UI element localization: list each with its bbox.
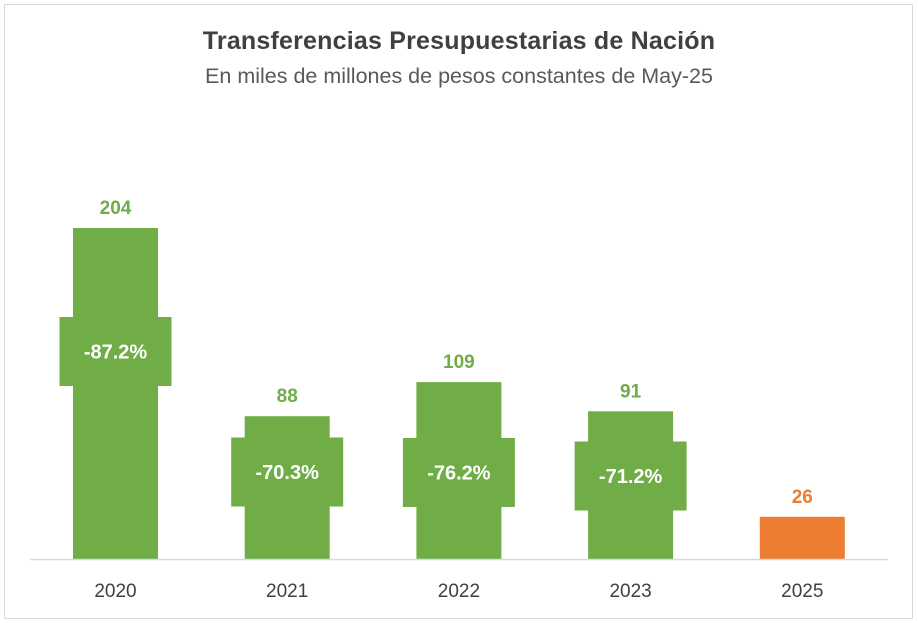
change-label-box-2023 [574, 441, 687, 511]
bar-group-2021: -70.3% [231, 416, 344, 559]
bar-group-2022: -76.2% [402, 382, 515, 559]
bar-group-2020: -87.2% [59, 228, 172, 559]
change-label-2023: -71.2% [599, 466, 663, 488]
bar-2025 [759, 516, 845, 559]
change-label-box-2021 [231, 437, 344, 507]
x-tick-label-2025: 2025 [781, 581, 823, 602]
chart-title: Transferencias Presupuestarias de Nación [202, 27, 716, 55]
data-label-2020: 204 [100, 198, 132, 219]
change-label-box-2020 [59, 317, 172, 386]
change-label-2021: -70.3% [256, 462, 320, 484]
x-tick-label-2020: 2020 [94, 581, 136, 602]
data-label-2025: 26 [792, 487, 813, 508]
change-label-2022: -76.2% [427, 463, 491, 485]
labels-layer: 204 2020 88 2021 109 2022 91 2023 26 2025 [94, 198, 823, 602]
data-label-2022: 109 [443, 352, 475, 373]
change-label-box-2022 [402, 438, 515, 507]
x-tick-label-2023: 2023 [609, 581, 651, 602]
data-label-2021: 88 [277, 386, 298, 407]
chart-subtitle: En miles de millones de pesos constantes… [205, 64, 713, 88]
bar-group-2023: -71.2% [574, 411, 687, 559]
data-label-2023: 91 [620, 381, 642, 402]
x-tick-label-2022: 2022 [438, 581, 480, 602]
bar-2020 [73, 228, 158, 559]
change-label-2020: -87.2% [84, 342, 148, 364]
bar-group-2025 [759, 516, 845, 559]
bars-layer: -87.2% -70.3% -76.2% -71.2% [59, 228, 845, 559]
x-tick-label-2021: 2021 [266, 581, 308, 602]
